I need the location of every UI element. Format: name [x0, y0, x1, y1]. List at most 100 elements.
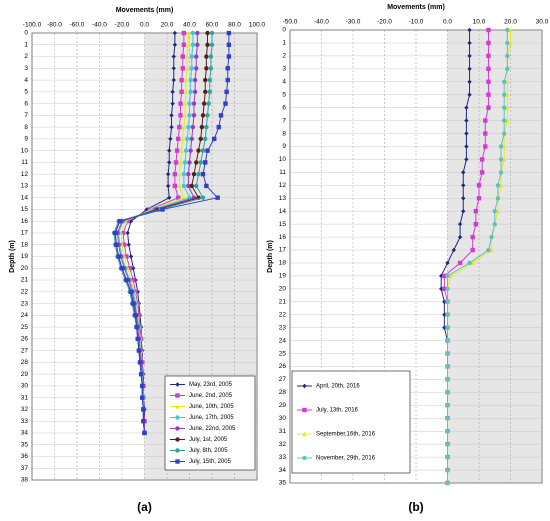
data-point — [495, 196, 501, 201]
y-tick-label: 3 — [24, 65, 28, 72]
data-point — [182, 101, 188, 106]
data-point — [498, 144, 504, 149]
legend-marker — [175, 382, 180, 387]
data-point — [194, 54, 199, 59]
y-tick-label: 32 — [279, 441, 287, 448]
data-point — [189, 54, 194, 59]
data-point — [448, 273, 453, 279]
data-point — [200, 171, 206, 177]
data-point — [189, 183, 194, 189]
data-point — [185, 66, 190, 71]
data-point — [486, 79, 491, 84]
data-point — [181, 30, 187, 36]
data-point — [467, 92, 472, 97]
data-point — [133, 313, 138, 318]
x-tick-label: 40.0 — [183, 22, 196, 29]
data-point — [495, 209, 501, 214]
data-point — [194, 66, 199, 71]
y-axis-label: Depth (m) — [267, 240, 274, 273]
data-point — [117, 219, 122, 224]
x-tick-label: -50.0 — [283, 19, 298, 26]
data-point — [140, 383, 145, 389]
data-point — [126, 242, 131, 247]
data-point — [114, 242, 119, 247]
y-tick-label: 18 — [21, 241, 29, 248]
data-point — [204, 183, 209, 189]
data-point — [204, 66, 209, 71]
data-point — [209, 42, 215, 47]
data-point — [486, 53, 491, 59]
y-tick-label: 13 — [21, 183, 29, 190]
data-point — [505, 40, 510, 46]
caption: (b) — [408, 500, 423, 514]
data-point — [461, 209, 466, 214]
y-tick-label: 29 — [21, 371, 29, 378]
y-tick-label: 9 — [24, 136, 28, 143]
data-point — [113, 230, 118, 236]
data-point — [483, 118, 488, 123]
y-tick-label: 30 — [21, 383, 29, 390]
data-point — [174, 148, 180, 153]
data-point — [186, 42, 191, 47]
legend-marker — [175, 426, 180, 431]
legend-box — [291, 370, 411, 474]
data-point — [483, 144, 488, 149]
data-point — [196, 148, 201, 153]
data-point — [442, 286, 447, 292]
x-tick-label: 80.0 — [228, 22, 241, 29]
data-point — [136, 348, 142, 353]
data-point — [172, 42, 178, 47]
data-point — [167, 148, 172, 153]
data-point — [203, 160, 208, 165]
data-point — [464, 118, 469, 123]
data-point — [185, 54, 190, 59]
data-point — [445, 325, 450, 330]
y-tick-label: 28 — [21, 359, 29, 366]
data-point — [136, 313, 142, 318]
data-point — [445, 454, 450, 460]
y-tick-label: 26 — [279, 363, 287, 370]
legend-marker — [175, 415, 180, 420]
data-point — [467, 40, 472, 46]
data-point — [204, 124, 209, 130]
data-point — [209, 30, 215, 36]
data-point — [470, 234, 475, 240]
y-tick-label: 33 — [279, 454, 287, 461]
data-point — [479, 157, 485, 162]
x-tick-label: 10.0 — [473, 19, 486, 26]
x-tick-label: 20.0 — [504, 19, 517, 26]
data-point — [124, 254, 129, 259]
data-point — [160, 207, 165, 212]
data-point — [445, 416, 450, 421]
legend-label: May, 23rd, 2005 — [189, 382, 233, 388]
y-tick-label: 16 — [279, 234, 287, 241]
data-point — [445, 364, 450, 369]
x-tick-label: 100.0 — [249, 22, 266, 29]
data-point — [464, 144, 469, 149]
data-point — [204, 54, 209, 59]
legend-label: July, 13th, 2016 — [316, 408, 359, 414]
legend-marker — [175, 393, 180, 398]
data-point — [170, 89, 175, 95]
y-tick-label: 27 — [21, 347, 29, 354]
data-point — [192, 77, 198, 83]
legend-marker — [302, 407, 307, 413]
x-tick-label: -30.0 — [346, 19, 361, 26]
y-tick-label: 22 — [21, 289, 29, 296]
data-point — [189, 136, 194, 142]
data-point — [125, 230, 130, 236]
y-tick-label: 34 — [21, 430, 29, 437]
legend-marker — [302, 455, 307, 461]
data-point — [461, 170, 466, 175]
data-point — [226, 42, 232, 47]
data-point — [180, 66, 185, 71]
data-point — [498, 170, 504, 175]
y-tick-label: 5 — [24, 89, 28, 96]
data-point — [205, 42, 210, 47]
data-point — [171, 77, 176, 83]
y-tick-label: 25 — [279, 350, 287, 357]
data-point — [131, 301, 136, 306]
axis-title: Movements (mm) — [387, 4, 445, 11]
data-point — [196, 171, 201, 177]
